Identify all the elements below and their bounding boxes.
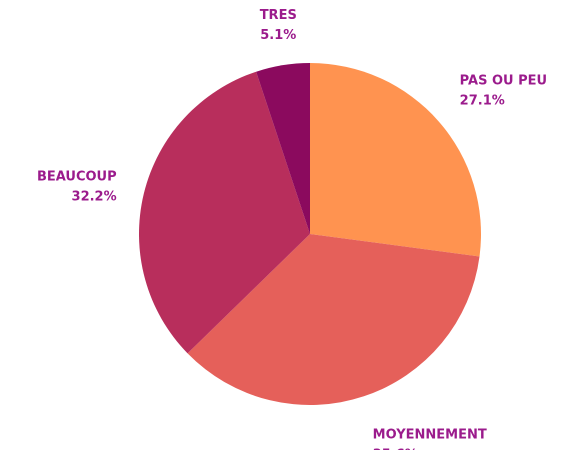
slice-value-label: 27.1%	[460, 93, 505, 108]
pie-slice	[256, 63, 310, 234]
pie-slice	[138, 71, 310, 354]
pie-slice	[310, 63, 481, 257]
slice-label: TRES	[260, 8, 297, 23]
pie-slice	[187, 234, 480, 405]
slice-label: MOYENNEMENT	[373, 427, 487, 442]
slice-label: PAS OU PEU	[460, 73, 547, 88]
slice-value-label: 32.2%	[72, 189, 117, 204]
slice-label: BEAUCOUP	[37, 169, 117, 184]
slice-value-label: 35.6%	[373, 447, 418, 450]
slice-value-label: 5.1%	[260, 28, 296, 43]
